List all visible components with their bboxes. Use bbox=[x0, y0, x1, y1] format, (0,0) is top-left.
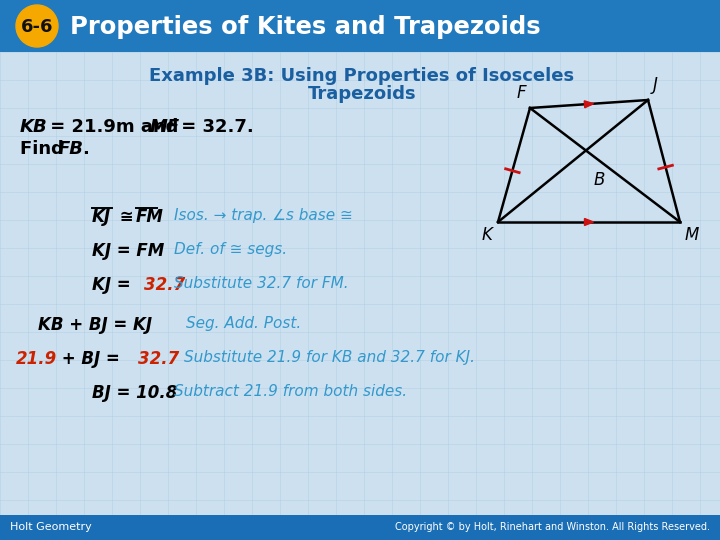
Text: BJ = 10.8: BJ = 10.8 bbox=[92, 384, 177, 402]
Text: F: F bbox=[516, 84, 526, 102]
Text: ≅: ≅ bbox=[114, 208, 140, 226]
Text: 32.7: 32.7 bbox=[138, 350, 179, 368]
Text: Isos. → trap. ∠s base ≅: Isos. → trap. ∠s base ≅ bbox=[174, 208, 353, 223]
Text: 6-6: 6-6 bbox=[21, 17, 53, 36]
Text: J: J bbox=[653, 76, 658, 94]
Text: 21.9: 21.9 bbox=[16, 350, 58, 368]
Text: Seg. Add. Post.: Seg. Add. Post. bbox=[186, 316, 301, 331]
Text: 32.7: 32.7 bbox=[144, 276, 185, 294]
Text: Subtract 21.9 from both sides.: Subtract 21.9 from both sides. bbox=[174, 384, 407, 399]
Text: Def. of ≅ segs.: Def. of ≅ segs. bbox=[174, 242, 287, 257]
Text: KJ =: KJ = bbox=[92, 276, 136, 294]
Text: Trapezoids: Trapezoids bbox=[307, 85, 416, 103]
Text: FM: FM bbox=[136, 208, 164, 226]
Text: Holt Geometry: Holt Geometry bbox=[10, 523, 91, 532]
Bar bbox=[0, 515, 720, 540]
Text: KJ: KJ bbox=[92, 208, 111, 226]
Bar bbox=[0, 0, 720, 52]
Polygon shape bbox=[584, 101, 593, 108]
Text: Find: Find bbox=[20, 140, 70, 158]
Text: M: M bbox=[685, 226, 699, 244]
Circle shape bbox=[16, 5, 58, 47]
Bar bbox=[0, 0, 720, 52]
Text: Example 3B: Using Properties of Isosceles: Example 3B: Using Properties of Isoscele… bbox=[150, 67, 575, 85]
Text: FB: FB bbox=[58, 140, 84, 158]
Text: Substitute 21.9 for KB and 32.7 for KJ.: Substitute 21.9 for KB and 32.7 for KJ. bbox=[184, 350, 475, 365]
Text: KJ = FM: KJ = FM bbox=[92, 242, 164, 260]
Text: KB + BJ = KJ: KB + BJ = KJ bbox=[38, 316, 152, 334]
Text: KB: KB bbox=[20, 118, 48, 136]
Text: Copyright © by Holt, Rinehart and Winston. All Rights Reserved.: Copyright © by Holt, Rinehart and Winsto… bbox=[395, 523, 710, 532]
Text: = 32.7.: = 32.7. bbox=[175, 118, 253, 136]
Text: B: B bbox=[594, 171, 606, 189]
Text: = 21.9m and: = 21.9m and bbox=[44, 118, 184, 136]
Text: K: K bbox=[481, 226, 492, 244]
Text: Properties of Kites and Trapezoids: Properties of Kites and Trapezoids bbox=[70, 15, 541, 39]
Text: MF: MF bbox=[150, 118, 180, 136]
Text: + BJ =: + BJ = bbox=[56, 350, 125, 368]
Polygon shape bbox=[585, 219, 593, 226]
Text: .: . bbox=[82, 140, 89, 158]
Text: Substitute 32.7 for FM.: Substitute 32.7 for FM. bbox=[174, 276, 348, 291]
